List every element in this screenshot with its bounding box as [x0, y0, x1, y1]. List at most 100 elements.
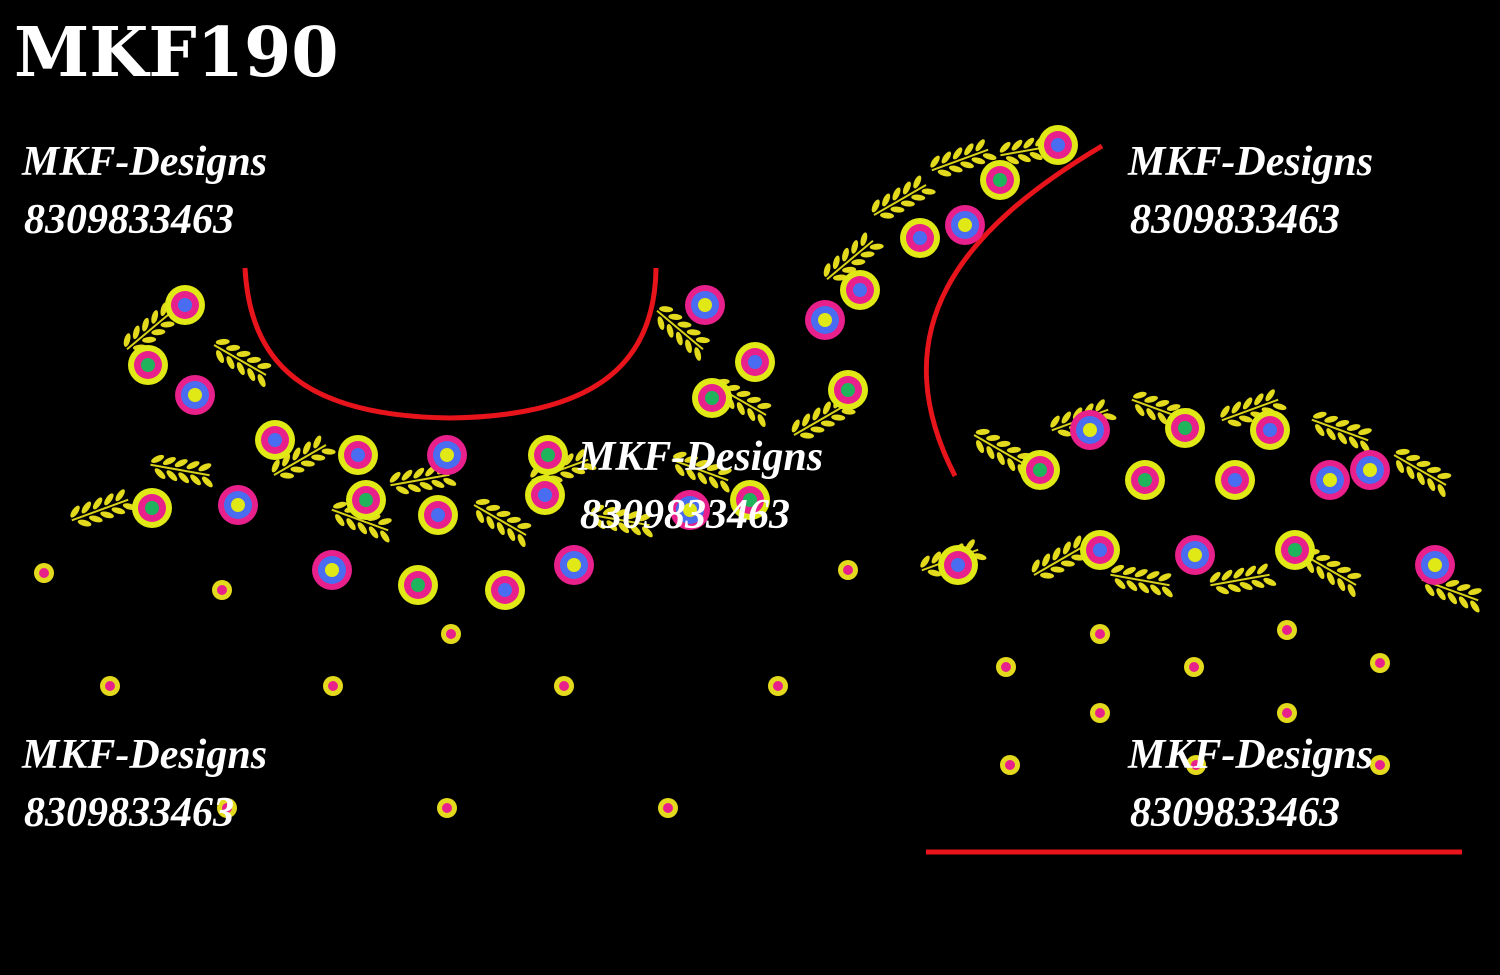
leaf: [641, 526, 653, 538]
leaf: [123, 333, 131, 347]
leaf: [132, 325, 140, 340]
floret: [34, 563, 54, 583]
leaf: [151, 310, 159, 324]
leaf: [431, 479, 445, 488]
leaf: [986, 434, 1001, 441]
leaf: [486, 504, 501, 511]
rose-inner: [818, 313, 832, 327]
leaf: [626, 511, 640, 520]
leaf: [506, 516, 521, 523]
stem: [1110, 573, 1170, 587]
rose-inner: [958, 218, 972, 232]
leaf: [89, 515, 103, 523]
rose-inner: [698, 298, 712, 312]
floret: [838, 560, 858, 580]
leaf: [614, 509, 628, 518]
floret-center: [1375, 658, 1385, 668]
leaf-spray: [213, 338, 272, 388]
floret-center: [1005, 760, 1015, 770]
leaf: [1265, 389, 1275, 402]
leaf: [1006, 156, 1019, 165]
leaf: [166, 470, 178, 482]
leaf-spray: [871, 175, 936, 219]
leaf: [695, 337, 710, 344]
leaf: [313, 435, 322, 449]
leaf: [949, 165, 963, 173]
rose-inner: [853, 283, 867, 297]
leaf: [937, 169, 952, 177]
stem: [590, 513, 650, 527]
leaf: [178, 472, 190, 484]
leaf: [1316, 566, 1325, 580]
rose-inner: [951, 558, 965, 572]
floret: [441, 624, 461, 644]
leaf: [1324, 415, 1338, 423]
rose-inner: [1093, 543, 1107, 557]
leaf: [1395, 448, 1410, 455]
leaf: [1337, 432, 1348, 445]
leaf: [1425, 584, 1435, 597]
leaf: [1396, 460, 1405, 474]
rose: [1125, 460, 1165, 500]
leaf: [396, 486, 409, 495]
leaf: [986, 446, 995, 460]
rose-inner: [359, 493, 373, 507]
leaf: [802, 413, 811, 427]
leaf: [921, 188, 936, 195]
rose-inner: [1288, 543, 1302, 557]
leaf: [154, 468, 166, 479]
floret: [1090, 624, 1110, 644]
rose: [980, 160, 1020, 200]
leaf: [321, 448, 336, 455]
leaf: [860, 251, 875, 258]
stem: [873, 184, 927, 216]
leaf: [892, 187, 901, 201]
leaf: [1138, 582, 1150, 594]
leaf: [104, 493, 114, 506]
leaf: [582, 463, 597, 471]
leaf: [111, 507, 126, 515]
leaf: [1335, 420, 1350, 427]
rose-inner: [325, 563, 339, 577]
leaf: [1095, 399, 1105, 412]
leaf: [757, 414, 766, 428]
watermarks: MKF-Designs 8309833463 MKF-Designs 83098334…: [21, 139, 1373, 836]
rose-inner: [498, 583, 512, 597]
stem: [931, 148, 989, 172]
floret-center: [843, 565, 853, 575]
leaf: [201, 476, 213, 488]
leaf: [1060, 560, 1075, 567]
leaf: [280, 472, 295, 479]
leaf: [1456, 584, 1471, 591]
floret-center: [442, 803, 452, 813]
leaf: [1146, 571, 1160, 580]
leaf: [1220, 405, 1230, 418]
leaf-spray: [930, 139, 997, 177]
leaf: [1263, 577, 1277, 586]
leaf: [186, 461, 200, 470]
leaf: [1251, 579, 1265, 588]
leaf: [389, 471, 401, 483]
floret-center: [1095, 708, 1105, 718]
stem: [71, 498, 129, 522]
leaf: [602, 507, 616, 516]
rose-inner: [1188, 548, 1202, 562]
leaf: [1316, 554, 1331, 561]
leaf: [591, 504, 605, 513]
leaf: [746, 396, 761, 403]
leaf: [300, 460, 315, 467]
rose-inner: [411, 578, 425, 592]
leaf: [657, 316, 665, 330]
leaf: [1050, 415, 1060, 428]
rose-inner: [1178, 421, 1192, 435]
rose: [427, 435, 467, 475]
watermark-phone: 8309833463: [24, 197, 234, 243]
leaf: [401, 469, 413, 481]
leaf: [1458, 596, 1469, 609]
leaf-spray: [473, 498, 532, 548]
stem: [213, 344, 267, 376]
design-code: MKF190: [14, 13, 339, 93]
leaf: [517, 522, 532, 529]
rose: [900, 218, 940, 258]
